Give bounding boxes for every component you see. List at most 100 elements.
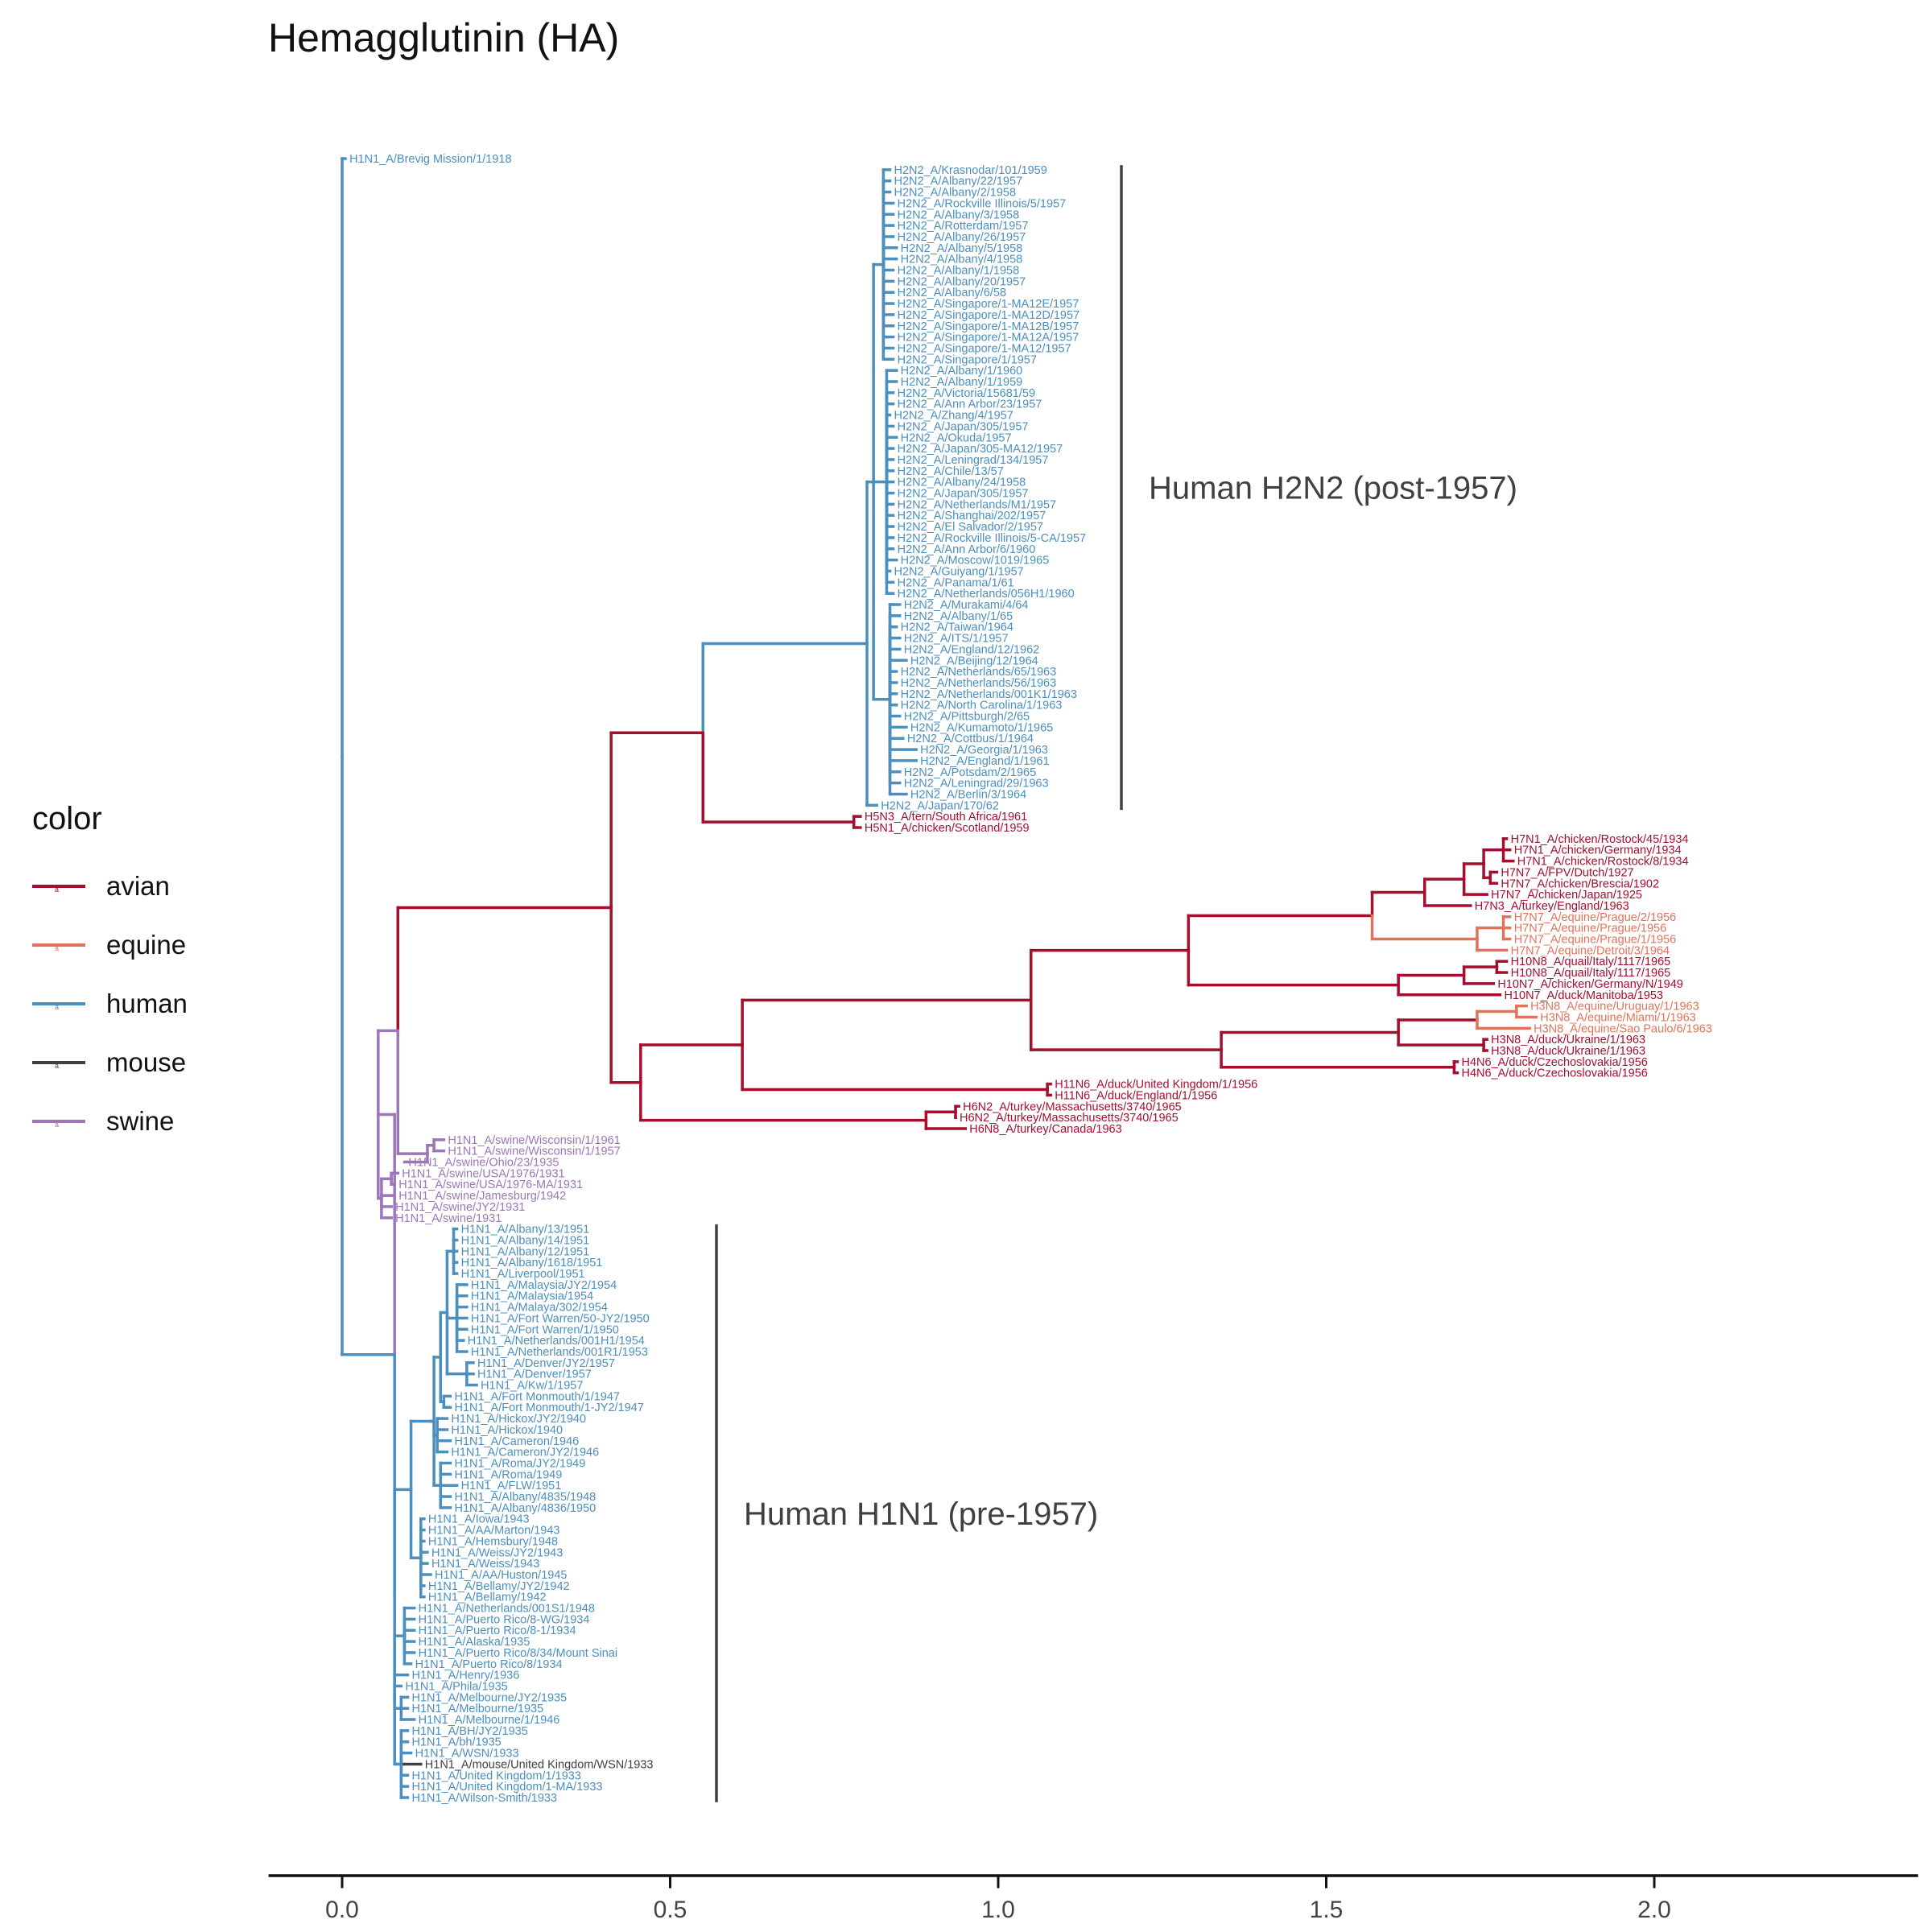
tip-label: H1N1_A/Bellamy/1942 (428, 1591, 547, 1604)
tip-label: H7N1_A/chicken/Germany/1934 (1514, 844, 1682, 857)
tip-label: H2N2_A/Albany/4/1958 (901, 254, 1023, 266)
tip-label: H5N1_A/chicken/Scotland/1959 (865, 822, 1030, 835)
tip-label: H1N1_A/Melbourne/1/1946 (419, 1714, 560, 1727)
tip-label: H1N1_A/Roma/1949 (454, 1468, 562, 1481)
tip-label: H2N2_A/Ann Arbor/6/1960 (898, 543, 1036, 556)
tip-label: H2N2_A/Albany/2/1958 (894, 187, 1017, 200)
tip-label: H11N6_A/duck/England/1/1956 (1055, 1089, 1217, 1102)
tree-branches (341, 157, 1538, 1799)
tip-label: H11N6_A/duck/United Kingdom/1/1956 (1055, 1079, 1257, 1092)
legend-key-equine: a (32, 935, 85, 956)
tip-label: H2N2_A/North Carolina/1/1963 (901, 700, 1063, 712)
tip-label: H2N2_A/Albany/24/1958 (898, 477, 1026, 489)
tip-label: H1N1_A/Fort Warren/50-JY2/1950 (471, 1312, 650, 1325)
tip-label: H1N1_A/Cameron/1946 (454, 1435, 579, 1448)
tip-label: H1N1_A/FLW/1951 (461, 1480, 562, 1492)
tip-label: H1N1_A/swine/JY2/1931 (395, 1201, 525, 1214)
tip-label: H2N2_A/Singapore/1-MA12D/1957 (898, 309, 1080, 322)
tip-label: H2N2_A/Leningrad/29/1963 (904, 778, 1049, 791)
tip-label: H2N2_A/England/1/1961 (920, 755, 1049, 768)
legend-line-equine (32, 943, 85, 947)
legend-key-swine: a (32, 1111, 85, 1132)
tip-label: H2N2_A/Singapore/1-MA12E/1957 (898, 298, 1080, 311)
tip-label: H2N2_A/Netherlands/65/1963 (901, 666, 1056, 679)
tip-label: H7N7_A/equine/Prague/1/1956 (1514, 934, 1677, 947)
legend-title: color (32, 801, 102, 836)
tip-label: H2N2_A/Taiwan/1964 (901, 621, 1013, 634)
tip-label: H1N1_A/Netherlands/001R1/1953 (471, 1346, 648, 1359)
legend-glyph-human: a (55, 1002, 60, 1011)
legend-glyph-swine: a (55, 1120, 60, 1129)
tip-label: H1N1_A/Denver/1957 (477, 1368, 592, 1381)
tip-label: H2N2_A/Albany/1/1958 (898, 265, 1020, 278)
tip-label: H2N2_A/Shanghai/202/1957 (898, 510, 1046, 522)
tip-label: H2N2_A/Murakami/4/64 (904, 599, 1029, 612)
tip-label: H7N7_A/chicken/Japan/1925 (1491, 889, 1642, 902)
tip-label: H7N1_A/chicken/Rostock/8/1934 (1517, 856, 1689, 869)
tip-label: H2N2_A/Albany/26/1957 (898, 231, 1026, 244)
tip-label: H1N1_A/Malaysia/JY2/1954 (471, 1279, 617, 1292)
tip-label: H7N7_A/equine/Prague/1956 (1514, 923, 1666, 935)
tip-label: H1N1_A/Weiss/JY2/1943 (431, 1546, 563, 1559)
tip-label: H2N2_A/Netherlands/56/1963 (901, 677, 1056, 690)
tip-label: H1N1_A/Brevig Mission/1/1918 (349, 153, 512, 166)
tip-label: H2N2_A/Albany/20/1957 (898, 275, 1026, 288)
tip-label: H1N1_A/Alaska/1935 (419, 1636, 530, 1649)
tip-label: H1N1_A/Albany/13/1951 (461, 1224, 590, 1236)
tip-label: H2N2_A/Netherlands/001K1/1963 (901, 688, 1077, 701)
tip-label: H2N2_A/Moscow/1019/1965 (901, 555, 1050, 568)
tip-label: H2N2_A/Georgia/1/1963 (920, 744, 1048, 757)
tip-label: H1N1_A/Melbourne/JY2/1935 (412, 1691, 568, 1704)
tip-label: H2N2_A/Albany/1/65 (904, 610, 1013, 623)
clade-annotations: Human H2N2 (post-1957) Human H1N1 (pre-19… (715, 165, 1517, 1802)
tip-label: H1N1_A/Hickox/1940 (451, 1424, 563, 1437)
tip-label: H3N8_A/duck/Ukraine/1/1963 (1491, 1034, 1645, 1046)
tip-label: H1N1_A/swine/Ohio/23/1935 (408, 1157, 559, 1170)
tip-label: H2N2_A/Albany/6/58 (898, 287, 1006, 299)
tip-label: H1N1_A/Albany/4836/1950 (454, 1502, 596, 1515)
tip-label: H4N6_A/duck/Czechoslovakia/1956 (1462, 1056, 1648, 1069)
tip-label: H2N2_A/Leningrad/134/1957 (898, 454, 1049, 467)
legend-label-swine: swine (106, 1105, 175, 1136)
tip-label: H1N1_A/swine/1931 (395, 1212, 502, 1225)
tip-label: H2N2_A/Victoria/15681/59 (898, 387, 1035, 400)
tip-label: H1N1_A/Iowa/1943 (428, 1513, 530, 1526)
tip-label: H1N1_A/BH/JY2/1935 (412, 1725, 528, 1738)
tip-label: H2N2_A/Krasnodar/101/1959 (894, 164, 1047, 177)
tip-label: H1N1_A/Netherlands/001H1/1954 (468, 1335, 645, 1348)
legend-item-equine: a equine (32, 915, 188, 974)
legend-key-human: a (32, 993, 85, 1014)
tip-label: H3N8_A/duck/Ukraine/1/1963 (1491, 1045, 1645, 1058)
tree-tip-labels: H1N1_A/Brevig Mission/1/1918 H2N2_A/Krasn… (349, 153, 1712, 1805)
tip-label: H1N1_A/Fort Monmouth/1/1947 (454, 1390, 620, 1403)
tip-label: H2N2_A/Albany/3/1958 (898, 208, 1020, 221)
tip-label: H2N2_A/Singapore/1/1957 (898, 353, 1037, 366)
tip-label: H1N1_A/Netherlands/001S1/1948 (419, 1603, 595, 1616)
legend-item-human: a human (32, 974, 188, 1033)
tip-label: H1N1_A/Puerto Rico/8/34/Mount Sinai (419, 1647, 617, 1660)
tip-label: H7N7_A/equine/Detroit/3/1964 (1511, 944, 1670, 957)
tip-label: H10N7_A/duck/Manitoba/1953 (1504, 989, 1663, 1002)
tip-label: H1N1_A/Bellamy/JY2/1942 (428, 1580, 570, 1593)
tip-label: H3N8_A/equine/Miami/1/1963 (1540, 1011, 1695, 1024)
tip-label: H10N8_A/quail/Italy/1117/1965 (1511, 967, 1671, 980)
tip-label: H1N1_A/Fort Warren/1/1950 (471, 1323, 619, 1336)
clade-label: Human H2N2 (post-1957) (1149, 471, 1517, 506)
tip-label: H2N2_A/Netherlands/M1/1957 (898, 498, 1056, 511)
tip-label: H2N2_A/Singapore/1-MA12A/1957 (898, 332, 1080, 345)
tip-label: H4N6_A/duck/Czechoslovakia/1956 (1462, 1067, 1648, 1080)
tip-label: H1N1_A/Roma/JY2/1949 (454, 1457, 585, 1470)
tip-label: H2N2_A/Rotterdam/1957 (898, 220, 1029, 233)
tip-label: H2N2_A/Albany/1/1960 (901, 365, 1023, 378)
tip-label: H2N2_A/Rockville Illinois/5-CA/1957 (898, 532, 1087, 545)
x-axis-tick-label: 1.0 (981, 1897, 1015, 1923)
legend-line-mouse (32, 1060, 85, 1064)
tip-label: H7N7_A/chicken/Brescia/1902 (1501, 877, 1659, 890)
tip-label: H1N1_A/Malaya/302/1954 (471, 1302, 608, 1315)
clade-label: Human H1N1 (pre-1957) (744, 1496, 1098, 1532)
legend-label-human: human (106, 988, 188, 1018)
legend: color a avian a equine a human a mouse a (32, 801, 188, 1150)
tip-label: H2N2_A/Japan/305/1957 (898, 488, 1029, 501)
tip-label: H2N2_A/Okuda/1957 (901, 431, 1012, 444)
tip-label: H6N2_A/turkey/Massachusetts/3740/1965 (963, 1100, 1182, 1113)
